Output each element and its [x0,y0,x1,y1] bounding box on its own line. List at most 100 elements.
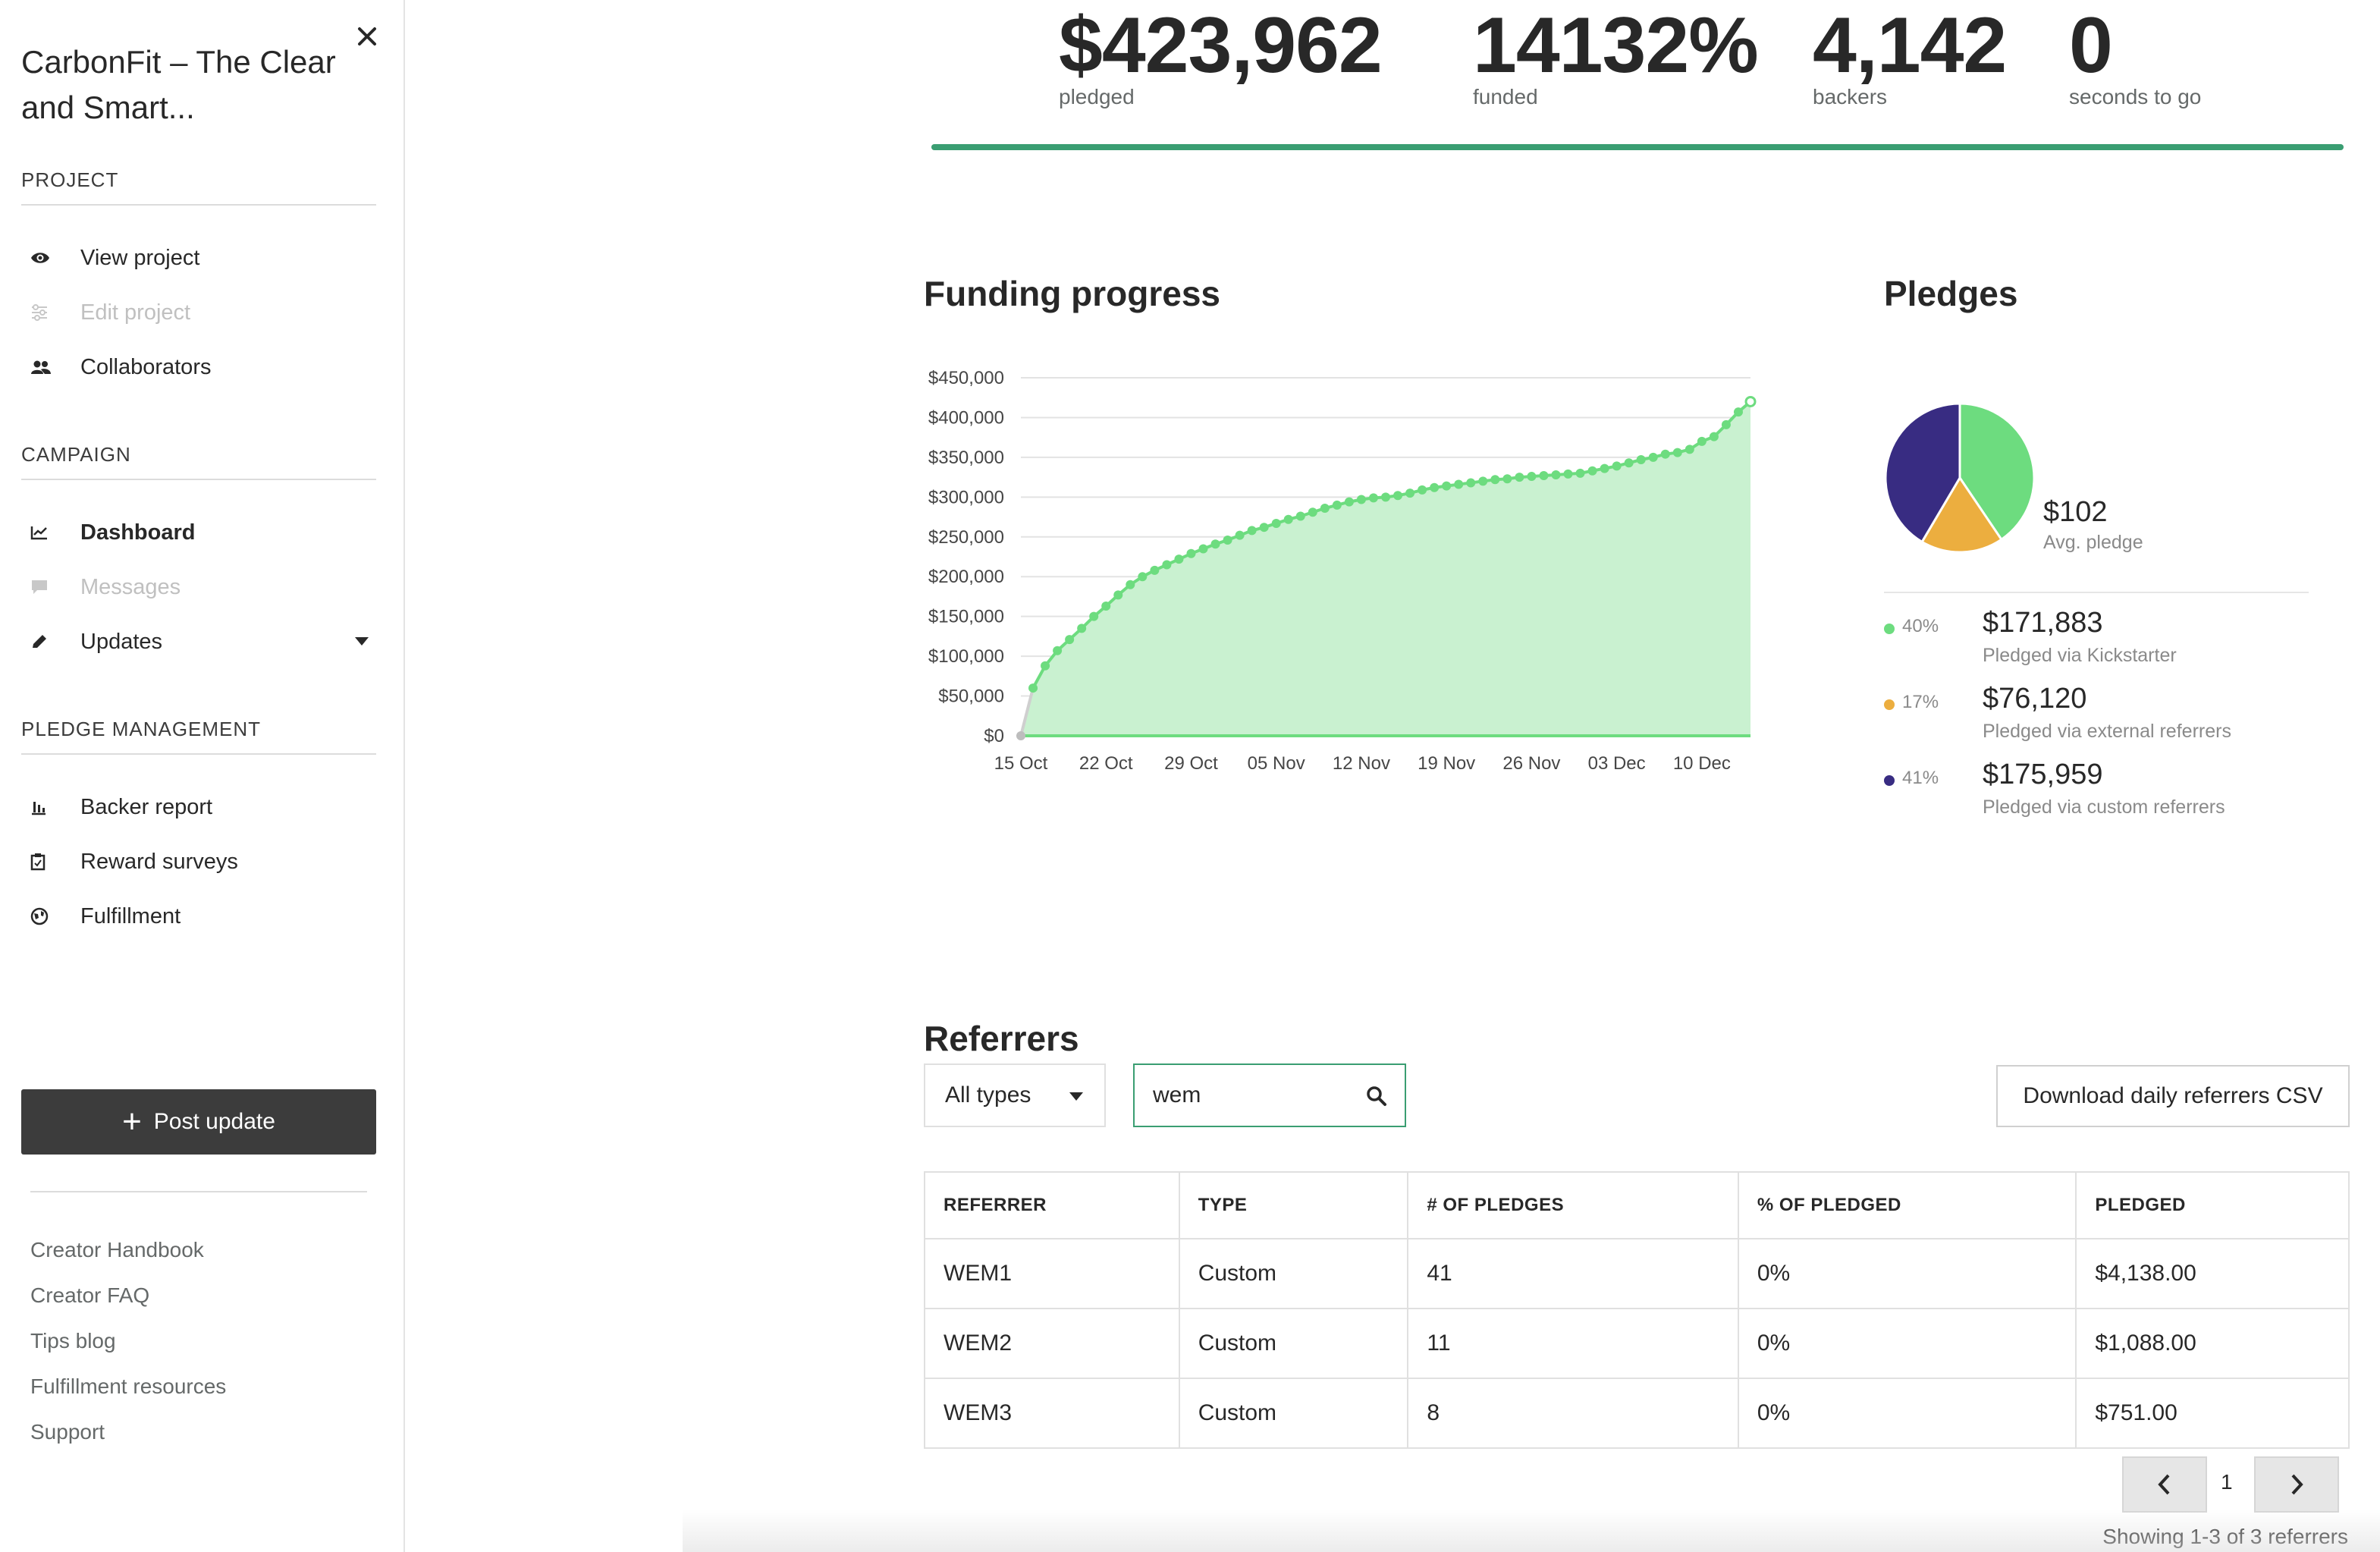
funding-point [1308,507,1317,517]
funding-point [1515,473,1524,482]
nav-view-project[interactable]: View project [21,237,376,279]
funding-point [1744,395,1757,407]
funding-point [1685,445,1694,454]
x-tick-label: 19 Nov [1418,753,1475,774]
previous-page-button[interactable] [2122,1456,2207,1513]
close-sidebar-button[interactable] [350,20,384,53]
referrer-type-value: All types [945,1082,1031,1107]
search-icon[interactable] [1365,1085,1388,1107]
nav-label: Messages [80,574,181,599]
column-header-pledged[interactable]: PLEDGED [2075,1171,2350,1239]
nav-reward-surveys[interactable]: Reward surveys [21,840,376,883]
people-icon [21,356,59,379]
funding-point [1356,495,1366,504]
stat-label: backers [1813,85,1888,108]
current-page: 1 [2221,1470,2233,1494]
funding-point [1210,539,1220,549]
funding-point [1320,504,1330,514]
cell-percent: 0% [1737,1238,2077,1309]
pledge-amount: $175,959 [1983,759,2103,790]
funding-point [1600,463,1609,473]
column-header-pledges[interactable]: # OF PLEDGES [1407,1171,1739,1239]
funding-point [1733,407,1743,417]
stat-value: $423,962 [1059,2,1383,90]
x-tick-label: 26 Nov [1502,753,1560,774]
nav-label: Reward surveys [80,849,238,874]
link-tips-blog[interactable]: Tips blog [30,1329,116,1353]
legend-dot [1884,699,1895,710]
pledge-description: Pledged via Kickstarter [1983,645,2177,666]
nav-updates[interactable]: Updates [21,620,376,663]
close-icon [358,27,376,46]
referrer-search-box[interactable] [1133,1063,1406,1127]
cell-percent: 0% [1737,1308,2077,1379]
funding-point [1162,560,1172,570]
nav-messages[interactable]: Messages [21,566,376,608]
sidebar-divider [30,1191,367,1192]
avg-pledge-value: $102 [2043,496,2108,528]
table-row: WEM1 Custom 41 0% $4,138.00 [924,1238,2350,1309]
funding-point [1259,523,1269,533]
link-creator-faq[interactable]: Creator FAQ [30,1283,150,1307]
stat-value: 4,142 [1813,2,2007,90]
download-referrers-csv-button[interactable]: Download daily referrers CSV [1996,1065,2350,1127]
funding-point [1113,590,1123,600]
chevron-right-icon [2291,1474,2303,1495]
funding-point [1016,731,1025,740]
cell-pledged: $751.00 [2075,1378,2350,1449]
funding-point [1101,602,1111,611]
next-page-button[interactable] [2254,1456,2339,1513]
funding-point [1478,476,1488,486]
link-support[interactable]: Support [30,1420,105,1444]
column-header-type[interactable]: TYPE [1178,1171,1409,1239]
clipboard-icon [21,850,59,873]
funding-point [1612,461,1622,471]
section-heading-pledge-management: PLEDGE MANAGEMENT [21,718,376,755]
nav-backer-report[interactable]: Backer report [21,786,376,828]
nav-collaborators[interactable]: Collaborators [21,346,376,388]
pledges-divider [1884,592,2309,593]
stat-label: pledged [1059,85,1135,108]
x-tick-label: 12 Nov [1333,753,1390,774]
y-tick-label: $300,000 [928,487,1004,507]
column-header-referrer[interactable]: REFERRER [924,1171,1180,1239]
avg-pledge: $102 Avg. pledge [2043,496,2143,554]
referrer-type-select[interactable]: All types [924,1063,1106,1127]
cell-pledges: 8 [1407,1378,1739,1449]
stat-backers: 4,142 backers [1813,0,2007,109]
cell-type: Custom [1178,1378,1409,1449]
pledges-heading: Pledges [1884,274,2018,313]
chevron-down-icon[interactable] [355,637,369,646]
funding-area [1021,401,1750,736]
section-heading-campaign: CAMPAIGN [21,443,376,480]
stat-pledged: $423,962 pledged [1059,0,1383,109]
funding-point [1502,474,1512,484]
pencil-icon [21,630,59,653]
nav-label: Dashboard [80,520,196,545]
post-update-label: Post update [153,1109,275,1134]
funding-point [1563,469,1573,479]
post-update-button[interactable]: + Post update [21,1089,376,1155]
pledge-percent: 17% [1902,692,1939,712]
column-header-percent-pledged[interactable]: % OF PLEDGED [1737,1171,2077,1239]
funding-point [1393,491,1403,501]
funding-point [1344,497,1354,507]
table-row: WEM3 Custom 8 0% $751.00 [924,1378,2350,1449]
funding-line-start [1019,687,1035,737]
nav-edit-project[interactable]: Edit project [21,291,376,334]
cell-type: Custom [1178,1308,1409,1379]
link-fulfillment-resources[interactable]: Fulfillment resources [30,1374,227,1398]
nav-dashboard[interactable]: Dashboard [21,511,376,554]
y-tick-label: $450,000 [928,368,1004,388]
table-row: WEM2 Custom 11 0% $1,088.00 [924,1308,2350,1379]
cell-pledged: $4,138.00 [2075,1238,2350,1309]
funding-point [1283,514,1293,524]
legend-dot [1884,624,1895,634]
eye-icon [21,247,59,269]
legend-dot [1884,775,1895,786]
pagination-summary: Showing 1-3 of 3 referrers [2102,1525,2348,1548]
nav-fulfillment[interactable]: Fulfillment [21,895,376,938]
referrer-search-input[interactable] [1153,1077,1350,1114]
pie-slice [1920,476,2003,554]
link-creator-handbook[interactable]: Creator Handbook [30,1238,204,1261]
